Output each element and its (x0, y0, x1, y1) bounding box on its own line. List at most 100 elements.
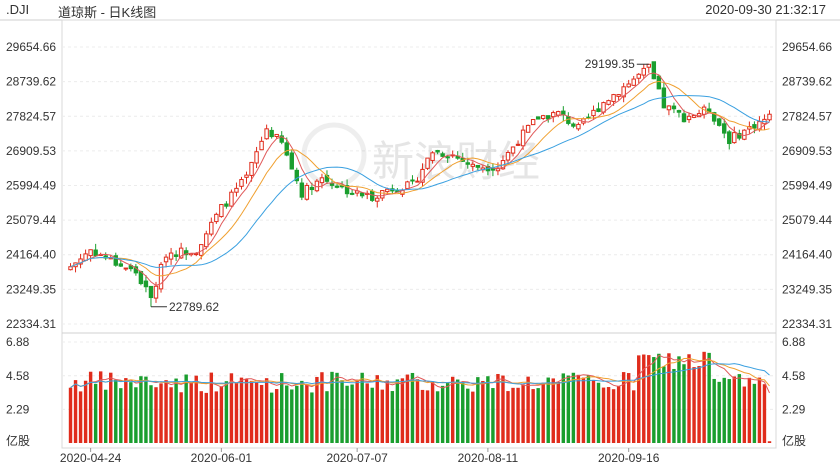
candle-body (214, 213, 219, 223)
price-tick-right: 27824.57 (782, 109, 832, 123)
volume-tick-right: 2.29 (782, 402, 806, 416)
volume-bar (496, 373, 500, 443)
volume-bar (657, 353, 661, 443)
volume-bar (149, 385, 153, 443)
candle-body (656, 75, 662, 90)
candle-body (556, 111, 561, 116)
candle-body (425, 157, 430, 169)
candle-body (234, 187, 239, 193)
volume-bar (445, 382, 450, 443)
candle-body (299, 182, 305, 198)
volume-bar (274, 389, 279, 443)
x-tick-label: 2020-04-24 (60, 451, 122, 465)
volume-bar (194, 375, 198, 443)
price-tick-right: 24164.40 (782, 248, 832, 262)
candle-body (520, 129, 526, 147)
price-tick-right: 28739.62 (782, 75, 832, 89)
candle-body (78, 258, 83, 265)
volume-bar (345, 385, 349, 443)
price-tick-left: 23249.35 (6, 282, 56, 296)
volume-bar (576, 374, 581, 443)
volume-bar (435, 391, 440, 443)
candle-body (148, 285, 154, 299)
volume-bar (184, 374, 188, 443)
candle-body (405, 181, 410, 189)
volume-bar (556, 381, 560, 443)
volume-bar (134, 387, 138, 443)
volume-unit-right: 亿股 (782, 433, 806, 448)
candle-body (767, 113, 772, 121)
volume-bar (164, 380, 168, 443)
volume-bar (335, 372, 339, 443)
price-tick-left: 29654.66 (6, 40, 56, 54)
candle-body (571, 123, 576, 127)
candle-body (264, 128, 269, 140)
volume-bar (244, 379, 249, 443)
candle-body (178, 247, 184, 259)
volume-bar (667, 353, 671, 443)
candle-body (576, 123, 581, 130)
candle-body (370, 190, 375, 201)
candle-body (722, 123, 727, 134)
volume-bar (581, 377, 586, 443)
volume-bar (511, 387, 515, 443)
candle-body (510, 146, 516, 154)
price-tick-left: 25994.49 (6, 178, 56, 192)
candle-body (224, 203, 229, 207)
candle-body (334, 185, 340, 188)
candle-body (606, 100, 611, 105)
candle-body (591, 109, 596, 117)
volume-bar (355, 379, 359, 443)
volume-bar (325, 391, 329, 443)
volume-bar (476, 377, 480, 443)
volume-tick-left: 4.58 (6, 369, 30, 383)
candle-body (430, 152, 435, 161)
volume-ma20-line (70, 363, 770, 389)
volume-bar (285, 385, 289, 443)
volume-bar (481, 380, 485, 443)
candle-body (525, 124, 531, 133)
candle-body (168, 252, 174, 260)
volume-bar (98, 371, 103, 443)
volume-bar (682, 364, 686, 443)
volume-bar (632, 390, 636, 443)
volume-bar (727, 379, 731, 443)
volume-bar (757, 377, 762, 443)
volume-bar (154, 387, 158, 443)
candle-body (269, 129, 274, 138)
price-tick-right: 25079.44 (782, 213, 832, 227)
volume-bar (209, 372, 214, 443)
volume-bar (717, 381, 721, 443)
candle-body (716, 118, 722, 126)
volume-bar (83, 380, 88, 443)
x-tick-label: 2020-08-11 (458, 451, 519, 465)
candle-body (626, 83, 631, 88)
volume-bar (697, 366, 701, 443)
price-ma20-line (70, 94, 770, 268)
candle-body (68, 266, 73, 271)
candle-body (681, 113, 687, 123)
candle-body (349, 192, 355, 195)
candle-body (641, 67, 646, 76)
candle-body (385, 188, 390, 193)
volume-bar (390, 391, 395, 443)
symbol-label: .DJI (6, 2, 30, 17)
candle-body (219, 204, 224, 218)
volume-bar (652, 357, 656, 443)
candle-body (440, 153, 445, 157)
candle-body (646, 63, 652, 68)
volume-bar (315, 376, 319, 443)
volume-bar (767, 441, 772, 443)
volume-bar (677, 356, 681, 443)
candle-body (143, 280, 149, 288)
volume-bar (214, 391, 219, 443)
volume-bar (310, 392, 314, 443)
volume-tick-left: 2.29 (6, 402, 30, 416)
candle-body (616, 94, 621, 97)
candle-body (209, 221, 214, 235)
volume-bar (521, 384, 525, 443)
volume-bar (596, 382, 601, 443)
volume-bar (224, 381, 229, 443)
candle-body (495, 167, 501, 172)
